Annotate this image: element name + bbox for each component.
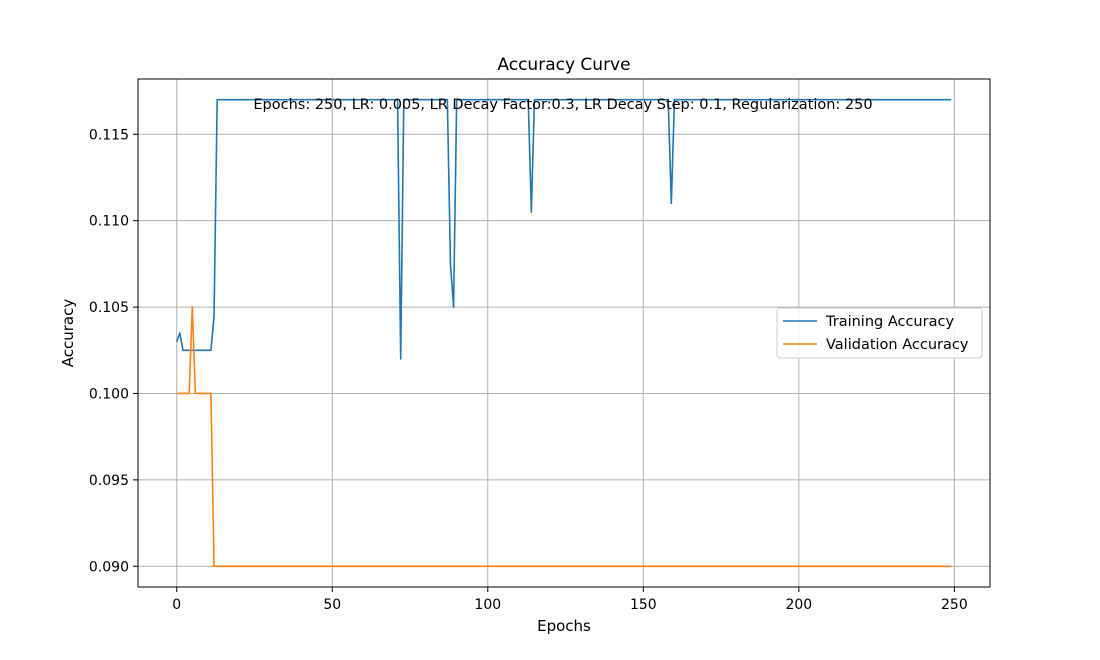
x-tick-label: 250 (941, 597, 968, 613)
series-line-validation-accuracy (176, 306, 952, 568)
x-axis-label: Epochs (537, 617, 591, 635)
axis-ticks: 0 50 100 150 200 250 0.090 0.095 0.100 0.105 0.110… (89, 127, 968, 613)
x-tick-label: 150 (630, 597, 657, 613)
y-tick-label: 0.100 (89, 386, 129, 402)
y-tick-label: 0.110 (89, 214, 129, 230)
chart-title: Accuracy Curve (497, 55, 630, 75)
x-tick-label: 200 (785, 597, 812, 613)
y-tick-label: 0.090 (89, 559, 129, 575)
legend-label: Validation Accuracy (826, 337, 969, 353)
legend: Training Accuracy Validation Accuracy (776, 307, 983, 359)
series-lines (175, 98, 952, 568)
y-axis-label: Accuracy (59, 299, 77, 368)
x-tick-label: 100 (474, 597, 501, 613)
y-tick-label: 0.095 (89, 473, 129, 489)
x-tick-label: 50 (323, 597, 341, 613)
y-tick-label: 0.115 (89, 127, 129, 143)
plot-frame (137, 78, 991, 588)
legend-box (776, 307, 983, 359)
y-tick-label: 0.105 (89, 300, 129, 316)
chart-annotation: Epochs: 250, LR: 0.005, LR Decay Factor:… (253, 97, 872, 113)
x-tick-label: 0 (172, 597, 181, 613)
legend-label: Training Accuracy (825, 314, 954, 330)
